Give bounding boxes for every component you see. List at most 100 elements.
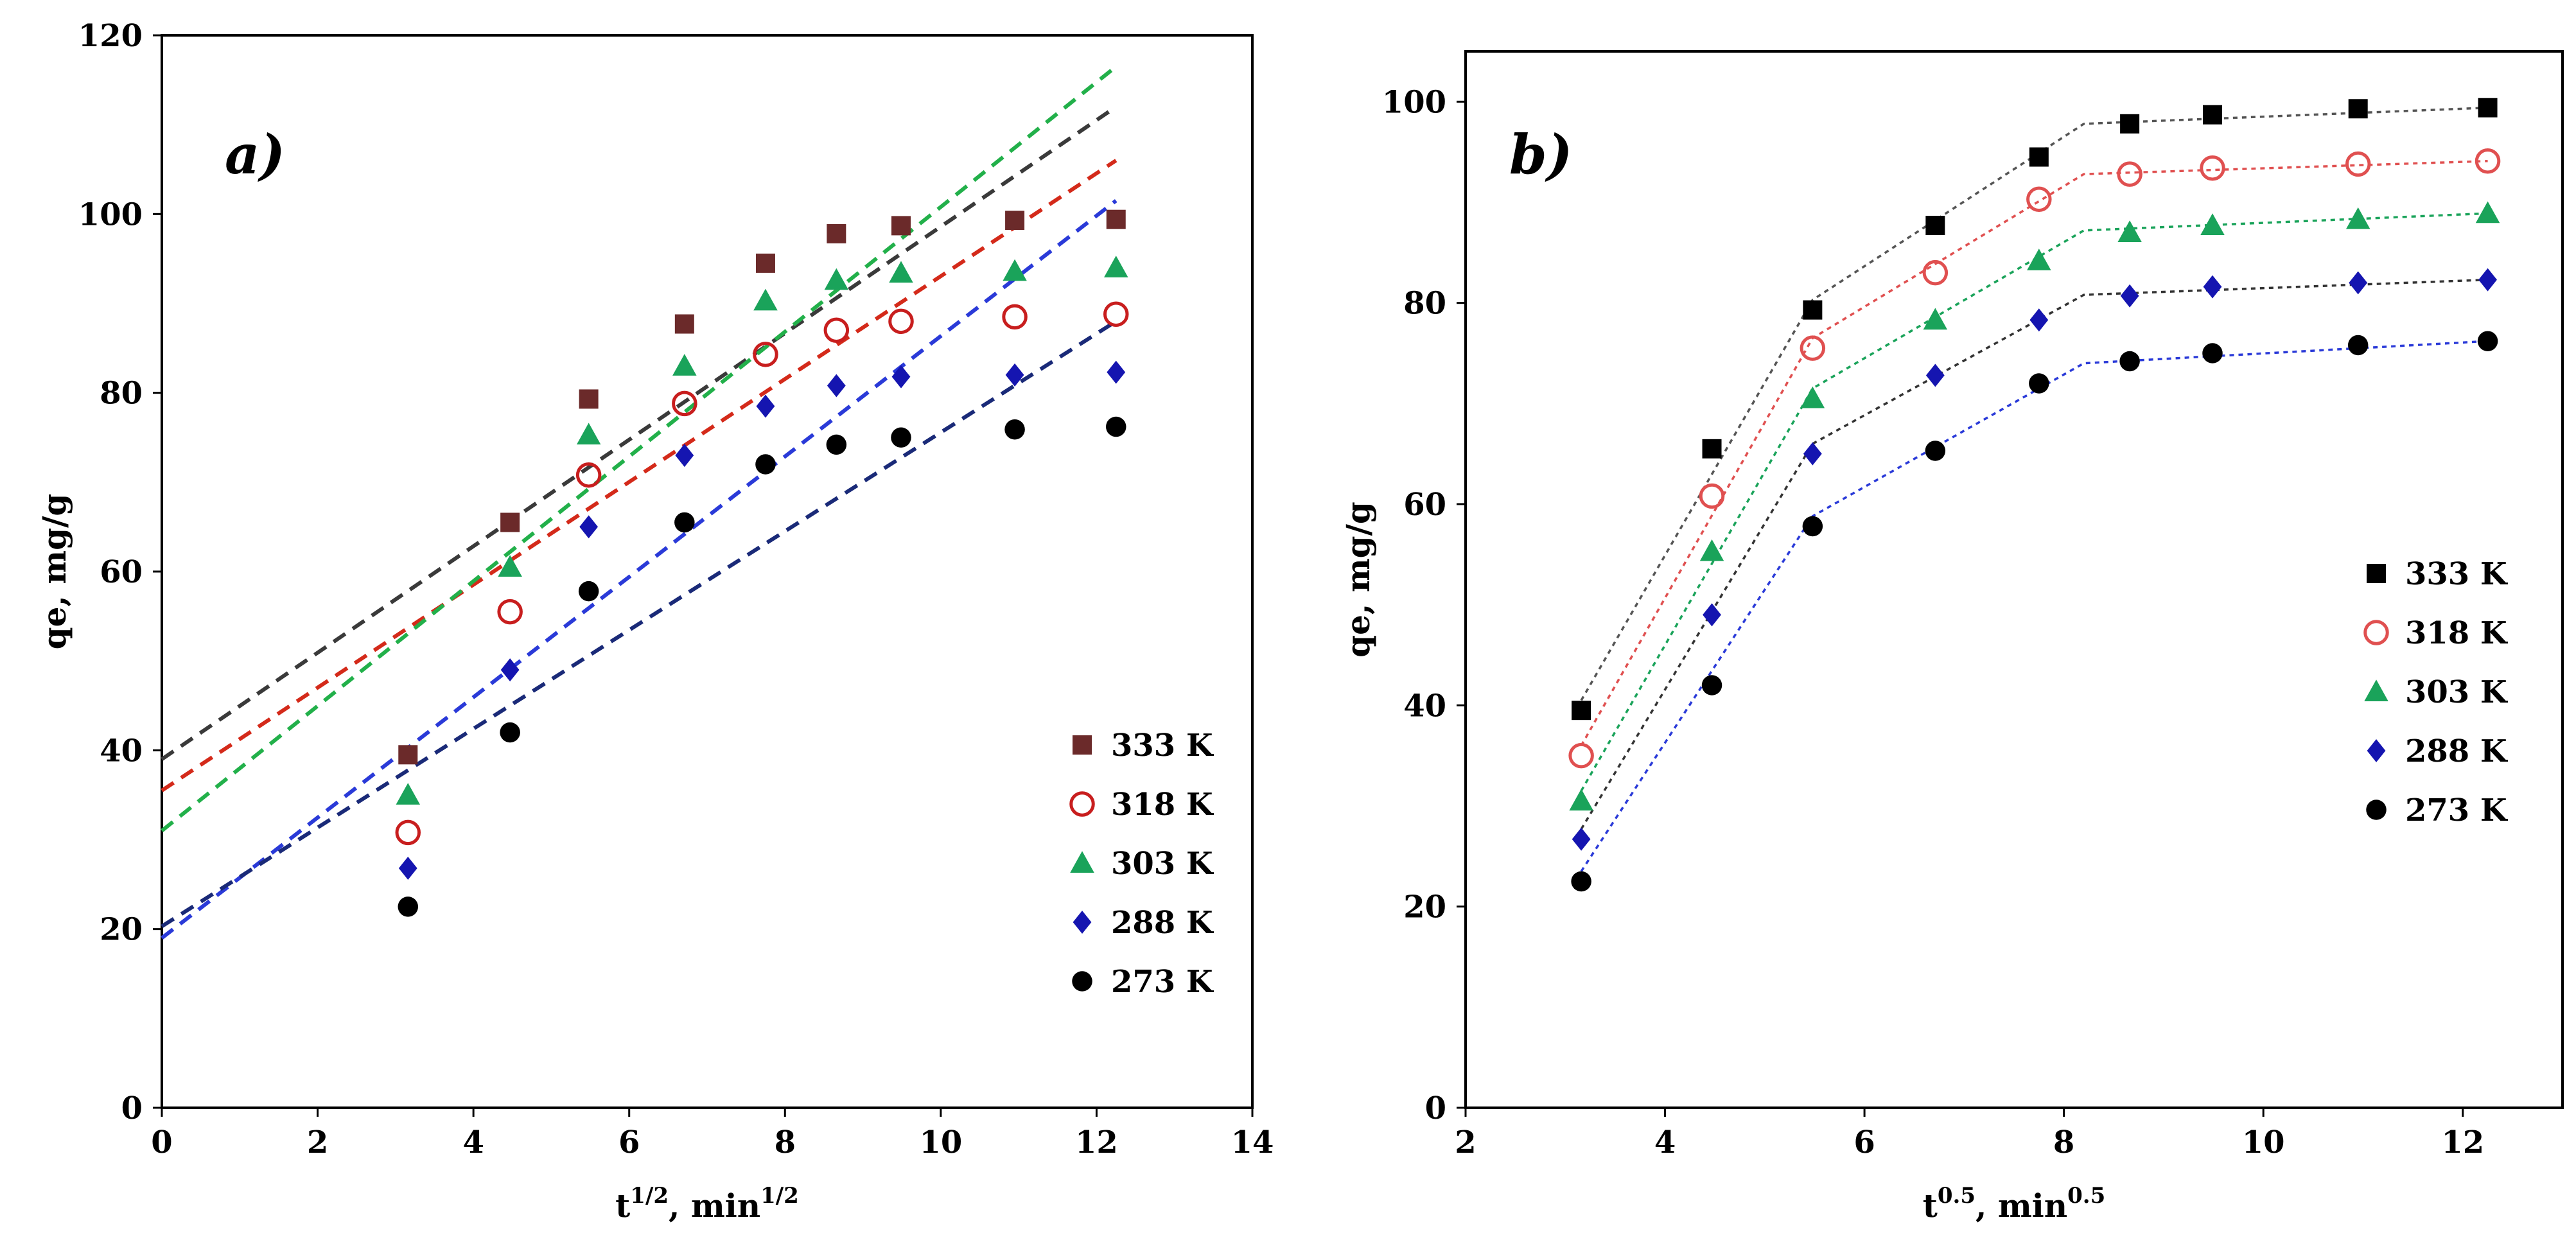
data-point [1699, 483, 1725, 509]
plot-area [161, 34, 1254, 1109]
legend-label: 288 K [1111, 905, 1214, 941]
data-point [1925, 363, 1945, 387]
data-point [579, 389, 599, 409]
data-point [1701, 675, 1722, 695]
data-point [1699, 539, 1724, 561]
panel-label: a) [225, 123, 285, 186]
data-point [2348, 99, 2368, 119]
data-point [398, 857, 417, 880]
data-point [824, 268, 849, 290]
y-axis-label: qe, mg/g [1339, 502, 1377, 658]
data-point [1004, 419, 1025, 440]
data-point [1702, 439, 1722, 459]
x-tick-label: 10 [2242, 1124, 2285, 1160]
data-point [1572, 701, 1591, 721]
legend-label: 333 K [2405, 556, 2509, 592]
legend-marker [2364, 679, 2388, 701]
fit-line [1580, 278, 2488, 830]
data-point [753, 342, 778, 367]
legend-marker [1069, 791, 1095, 817]
chart-a: 0 2 4 6 8 10 12 14 0 20 40 60 80 100 120 t1/2, min1/2 qe… [35, 18, 1274, 1225]
fit-line [1580, 160, 2488, 746]
data-point [2345, 151, 2371, 177]
data-point [1803, 442, 1822, 466]
data-point [1571, 871, 1591, 892]
data-point [579, 515, 599, 539]
data-point [1005, 363, 1024, 387]
data-point [827, 374, 846, 398]
x-tick-label: 12 [2441, 1124, 2484, 1160]
legend-label: 333 K [1111, 728, 1214, 764]
legend-marker [1073, 911, 1092, 934]
data-point [1002, 304, 1028, 330]
legend-marker [1070, 851, 1094, 873]
legend-marker [1073, 735, 1092, 755]
data-point [2345, 207, 2370, 229]
data-point [395, 819, 421, 846]
legend-label: 273 K [2405, 792, 2509, 828]
legend-marker [2367, 564, 2386, 583]
legend-marker [2366, 800, 2387, 820]
x-tick-label: 2 [1455, 1124, 1476, 1160]
fit-line [161, 199, 1117, 940]
legend-marker [2363, 620, 2389, 645]
data-point [755, 253, 775, 273]
x-tick-label: 12 [1075, 1124, 1118, 1160]
data-point [674, 512, 695, 533]
legend-marker [1072, 971, 1092, 992]
legend-label: 303 K [1111, 846, 1214, 882]
fit-line [1580, 212, 2488, 792]
data-point [2349, 271, 2368, 295]
data-point [576, 423, 601, 445]
legend-label: 318 K [1111, 787, 1214, 823]
data-point [500, 658, 520, 682]
data-point [675, 444, 694, 468]
fit-line [1580, 340, 2488, 872]
legend-label: 318 K [2405, 615, 2509, 651]
data-point [2027, 249, 2051, 270]
data-point [2478, 268, 2497, 292]
x-axis-label: t1/2, min1/2 [615, 1183, 799, 1225]
data-point [1572, 827, 1591, 851]
data-point [2029, 308, 2049, 332]
x-tick-label: 8 [775, 1124, 796, 1160]
data-point [1923, 308, 1948, 330]
data-point [1925, 441, 1946, 461]
data-point [2347, 335, 2369, 356]
plot-area [1464, 50, 2564, 1109]
y-tick-label: 60 [100, 554, 143, 590]
data-point [1106, 416, 1126, 437]
data-point [2477, 331, 2498, 351]
x-tick-label: 0 [151, 1124, 172, 1160]
data-point [753, 288, 778, 311]
data-point [1103, 301, 1129, 327]
data-point [1800, 335, 1826, 361]
data-point [1003, 259, 1027, 281]
data-point [1802, 516, 1823, 537]
data-point [2119, 351, 2140, 372]
data-point [2120, 114, 2140, 134]
chart-b: 2 4 6 8 10 12 0 20 40 60 80 100 t0.5, min0.5 qe, mg/g… [1339, 50, 2564, 1225]
data-point [575, 462, 602, 488]
data-point [398, 745, 418, 765]
y-tick-label: 20 [1403, 889, 1446, 925]
y-tick-label: 120 [78, 18, 143, 54]
x-axis-label: t0.5, min0.5 [1923, 1183, 2106, 1225]
x-tick-label: 8 [2053, 1124, 2074, 1160]
fit-line [161, 105, 1117, 761]
x-tick-label: 14 [1231, 1124, 1274, 1160]
x-tick-label: 10 [919, 1124, 962, 1160]
y-tick-label: 20 [100, 912, 143, 948]
y-tick-label: 80 [1403, 286, 1446, 322]
data-point [2202, 343, 2223, 363]
y-tick-label: 80 [100, 376, 143, 412]
legend-marker [2367, 739, 2386, 762]
y-tick-label: 60 [1403, 487, 1446, 523]
data-point [889, 261, 913, 283]
data-point [497, 599, 523, 625]
fit-line [161, 159, 1117, 792]
data-point [826, 434, 847, 455]
data-point [1106, 209, 1126, 229]
data-point [1104, 256, 1128, 277]
